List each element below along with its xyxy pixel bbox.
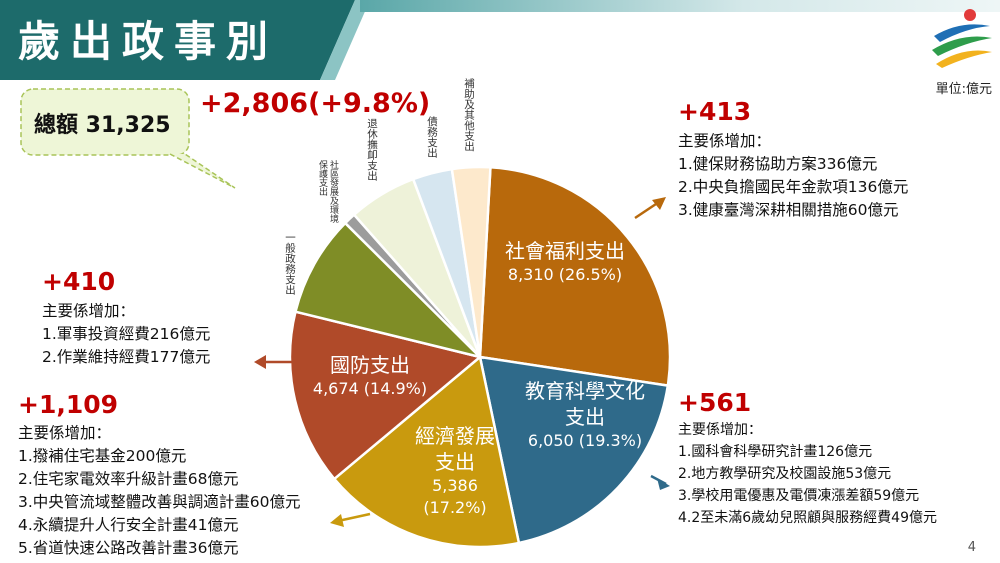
slice-label-general: 一般政務支出 [284,232,296,295]
slice-label-subsidy: 補助及其他支出 [463,78,475,152]
slice-name-social: 社會福利支出 [505,239,625,263]
increase-education-item: 3.學校用電優惠及電價凍漲差額59億元 [678,488,920,504]
slice-label-economy: 經濟發展 支出 5,386 (17.2%) [395,423,515,519]
increase-education-item: 4.2至未滿6歲幼兒照顧與服務經費49億元 [678,510,937,526]
pie-slice-3 [288,310,483,481]
increase-social-amount: +413 [678,97,752,126]
increase-social-item: 3.健康臺灣深耕相關措施60億元 [678,201,899,219]
increase-education-heading: 主要係增加： [678,422,762,438]
title-banner [0,0,370,80]
slice-value-economy-2: (17.2%) [423,498,487,517]
arrow-education-icon [657,478,670,490]
arrow-economy-icon [330,514,344,527]
slice-value-defense: 4,674 (14.9%) [312,379,428,398]
increase-education-item: 1.國科會科學研究計畫126億元 [678,444,873,460]
slice-label-retire: 退休撫卹支出 [366,118,378,181]
increase-economy-item: 4.永續提升人行安全計畫41億元 [18,516,239,534]
increase-defense-list: 主要係增加： 1.軍事投資經費216億元 2.作業維持經費177億元 [42,300,210,369]
slice-label-defense: 國防支出 4,674 (14.9%) [300,352,440,400]
banner-shape [0,0,370,80]
pie-slice-0 [478,165,672,388]
increase-economy-item: 2.住宅家電效率升級計畫68億元 [18,470,239,488]
slice-label-community: 社區發展及環境保護支出 [317,160,338,223]
increase-economy-list: 主要係增加： 1.撥補住宅基金200億元 2.住宅家電效率升級計畫68億元 3.… [18,422,301,560]
slice-value-economy-1: 5,386 [432,476,478,495]
total-change: +2,806(+9.8%) [200,88,431,119]
top-stripe [360,0,1000,12]
slice-name-education-2: 支出 [565,405,605,429]
increase-social-heading: 主要係增加： [678,132,772,150]
increase-economy-item: 1.撥補住宅基金200億元 [18,447,187,465]
increase-economy-item: 3.中央管流域整體改善與調適計畫60億元 [18,493,301,511]
page-number: 4 [967,540,976,555]
increase-economy-item: 5.省道快速公路改善計畫36億元 [18,539,239,557]
increase-defense-item: 1.軍事投資經費216億元 [42,325,211,343]
slice-label-debt: 債務支出 [426,116,438,158]
slice-value-education: 6,050 (19.3%) [527,431,643,450]
increase-social-item: 2.中央負擔國民年金款項136億元 [678,178,909,196]
unit-label: 單位:億元 [935,82,992,97]
increase-economy-amount: +1,109 [18,390,119,419]
increase-defense-amount: +410 [42,267,116,296]
increase-social-list: 主要係增加： 1.健保財務協助方案336億元 2.中央負擔國民年金款項136億元… [678,130,908,222]
arrow-defense-icon [254,355,266,369]
page-title: 歲出政事別 [18,17,279,66]
pie-slice-2 [332,354,521,549]
increase-education-amount: +561 [678,388,752,417]
slice-name-economy-2: 支出 [435,450,475,474]
pie-slice-8 [450,165,492,358]
arrow-social-icon [652,197,666,210]
government-logo [926,6,996,68]
increase-social-item: 1.健保財務協助方案336億元 [678,155,878,173]
callout-shape [20,88,236,189]
slice-name-economy-1: 經濟發展 [415,424,495,448]
pie-slice-1 [478,355,670,545]
increase-education-item: 2.地方教學研究及校園設施53億元 [678,466,892,482]
slice-name-education-1: 教育科學文化 [525,379,645,403]
slice-value-social: 8,310 (26.5%) [507,265,623,284]
total-callout [20,88,236,189]
slice-label-social: 社會福利支出 8,310 (26.5%) [490,238,640,286]
slice-label-education: 教育科學文化 支出 6,050 (19.3%) [505,378,665,452]
increase-defense-item: 2.作業維持經費177億元 [42,348,211,366]
increase-defense-heading: 主要係增加： [42,302,136,320]
total-amount: 總額 31,325 [34,113,171,138]
slice-name-defense: 國防支出 [330,353,410,377]
pie-slice-4 [293,221,485,360]
increase-economy-heading: 主要係增加： [18,424,112,442]
increase-education-list: 主要係增加： 1.國科會科學研究計畫126億元 2.地方教學研究及校園設施53億… [678,419,937,529]
arrows [254,197,670,527]
